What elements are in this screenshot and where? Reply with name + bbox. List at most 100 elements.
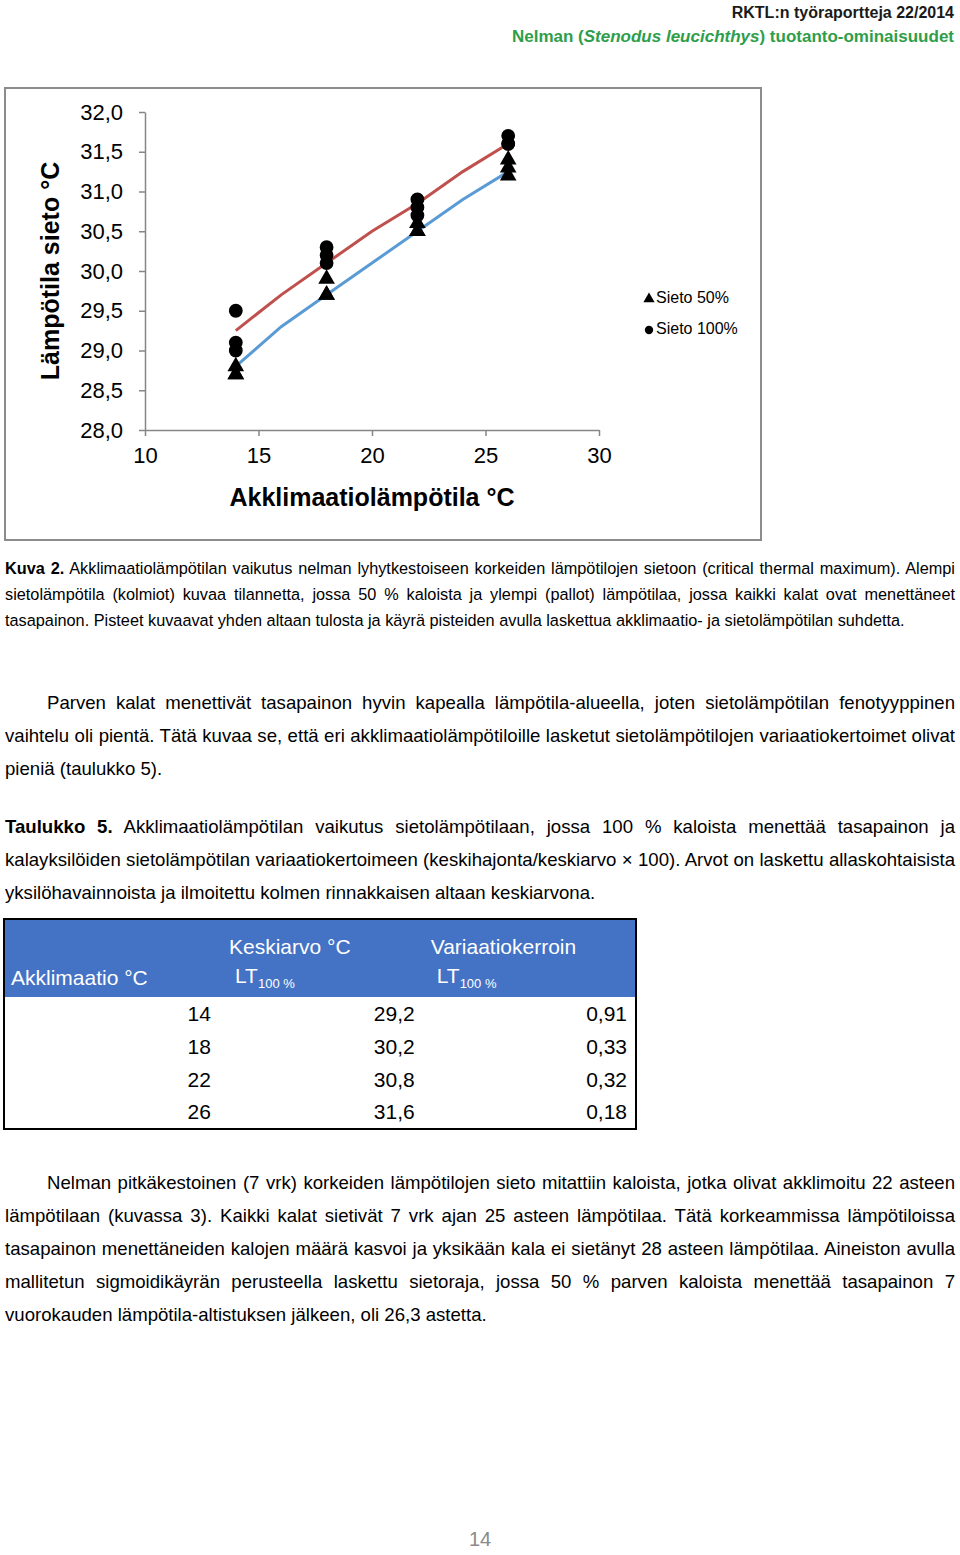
x-axis: 1015202530 [133, 430, 611, 468]
y-tick-label: 28,0 [80, 418, 123, 443]
caption-text: Akklimaatiolämpötilan vaikutus nelman ly… [5, 559, 955, 629]
header-text: LT [235, 964, 258, 987]
cell-text: 29,2 [374, 1002, 415, 1025]
y-tick-mark [139, 390, 145, 392]
table-cell: 18 [4, 1030, 219, 1063]
y-tick: 29,0 [80, 338, 145, 363]
header-subscript: 100 % [460, 977, 497, 992]
table-cell: 0,32 [423, 1063, 636, 1096]
data-point [318, 285, 335, 299]
cell-text: 26 [188, 1100, 211, 1123]
cell-text: 31,6 [374, 1100, 415, 1123]
legend-label: Sieto 100% [656, 320, 738, 337]
y-tick: 31,5 [80, 139, 145, 164]
header-text: LT [437, 964, 460, 987]
y-tick-mark [139, 191, 145, 193]
table-caption-label: Taulukko 5. [5, 816, 113, 837]
table-cell: 31,6 [219, 1096, 423, 1129]
data-point [500, 166, 517, 180]
table-header-cell: Akklimaatio °C [4, 959, 219, 997]
header-text: Akklimaatio °C [11, 966, 148, 989]
header-text: Keskiarvo °C [229, 935, 351, 958]
y-tick-mark [139, 152, 145, 154]
data-point [227, 365, 244, 379]
y-tick-mark [139, 311, 145, 313]
table-header-cell: Variaatiokerroin [423, 919, 636, 959]
cell-text: 0,33 [586, 1035, 627, 1058]
y-tick-label: 32,0 [80, 100, 123, 125]
data-point [229, 344, 243, 358]
data-point [409, 222, 426, 236]
y-tick: 31,0 [80, 179, 145, 204]
cell-text: 0,91 [586, 1002, 627, 1025]
table-header-cell: Keskiarvo °C [219, 919, 423, 959]
y-tick: 29,5 [80, 298, 145, 323]
table-header-row: Akklimaatio °CLT100 %LT100 % [4, 959, 636, 997]
data-point [409, 222, 426, 236]
table-row: 26 31,6 0,18 [4, 1096, 636, 1129]
cell-text: 14 [188, 1002, 211, 1025]
caption-label: Kuva 2. [5, 559, 64, 577]
y-tick-label: 31,5 [80, 139, 123, 164]
y-tick-mark [139, 271, 145, 273]
table-cell: 14 [4, 997, 219, 1030]
cell-text: 18 [188, 1035, 211, 1058]
table-cell: 22 [4, 1063, 219, 1096]
x-tick: 30 [587, 430, 611, 468]
data-point [501, 137, 515, 151]
table-row: 14 29,2 0,91 [4, 997, 636, 1030]
y-tick: 30,0 [80, 259, 145, 284]
fit-curve [236, 172, 508, 367]
table-cell: 0,18 [423, 1096, 636, 1129]
table-header-cell [4, 919, 219, 959]
page-header: RKTL:n työraportteja 22/2014Nelman (Sten… [512, 2, 954, 50]
data-point [227, 365, 244, 379]
x-tick: 20 [360, 430, 384, 468]
report-title: Nelman (Stenodus leucichthys) tuotanto-o… [512, 24, 954, 50]
report-series: RKTL:n työraportteja 22/2014 [512, 2, 954, 24]
plot-area [227, 129, 516, 379]
legend-label: Sieto 50% [656, 289, 729, 306]
y-tick-mark [139, 430, 145, 432]
table-caption: Taulukko 5. Akklimaatiolämpötilan vaikut… [5, 810, 955, 909]
legend-symbol [643, 292, 654, 302]
y-tick-label: 31,0 [80, 179, 123, 204]
title-species: Stenodus leucichthys [584, 27, 760, 46]
cell-text: 0,32 [586, 1068, 627, 1091]
table-cell: 30,8 [219, 1063, 423, 1096]
legend: Sieto 50% Sieto 100% [643, 289, 737, 337]
x-tick-mark [372, 430, 374, 436]
x-tick: 10 [133, 430, 157, 468]
y-tick-label: 28,5 [80, 378, 123, 403]
chart-frame [5, 88, 761, 540]
x-tick-label: 25 [474, 443, 498, 468]
y-tick-mark [139, 112, 145, 114]
table-cell: 30,2 [219, 1030, 423, 1063]
table-caption-text: Akklimaatiolämpötilan vaikutus sietolämp… [5, 816, 955, 903]
table-header-row: Keskiarvo °C Variaatiokerroin [4, 919, 636, 959]
data-point [318, 285, 335, 299]
table-cell: 29,2 [219, 997, 423, 1030]
table-row: 18 30,2 0,33 [4, 1030, 636, 1063]
table-header-cell: LT100 % [423, 959, 636, 997]
table-cell: 0,33 [423, 1030, 636, 1063]
cell-text: 0,18 [586, 1100, 627, 1123]
x-tick: 25 [474, 430, 498, 468]
x-tick-mark [485, 430, 487, 436]
y-tick: 30,5 [80, 219, 145, 244]
y-tick: 32,0 [80, 100, 145, 125]
y-tick-label: 30,0 [80, 259, 123, 284]
cell-text: 22 [188, 1068, 211, 1091]
y-tick-label: 29,0 [80, 338, 123, 363]
x-tick-label: 30 [587, 443, 611, 468]
data-table: Keskiarvo °C Variaatiokerroin Akklimaatio … [3, 918, 637, 1130]
legend-symbol [645, 326, 653, 334]
cell-text: 30,8 [374, 1068, 415, 1091]
table-header-cell: LT100 % [219, 959, 423, 997]
cell-text: 30,2 [374, 1035, 415, 1058]
x-tick-label: 10 [133, 443, 157, 468]
x-tick-mark [599, 430, 601, 436]
data-point [501, 137, 515, 151]
title-part: Nelman ( [512, 27, 584, 46]
page-number: 14 [0, 1528, 960, 1551]
